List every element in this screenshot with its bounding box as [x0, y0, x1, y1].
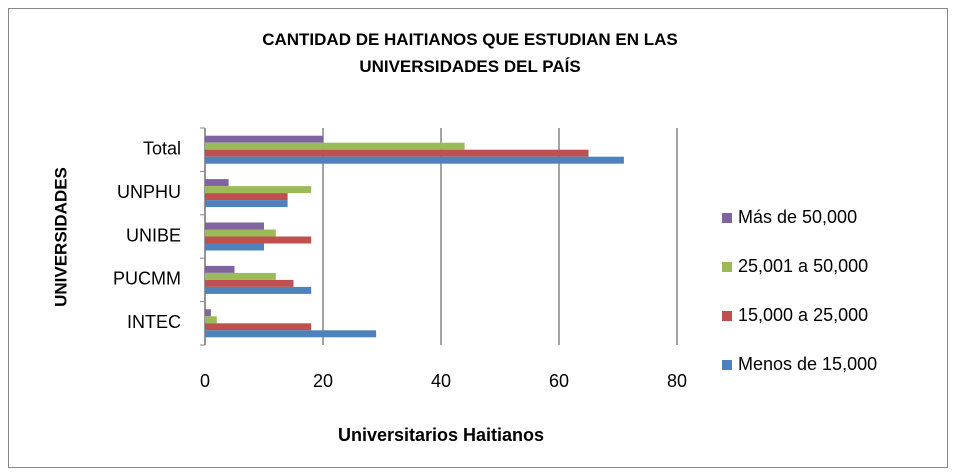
x-tick-label: 60: [549, 371, 569, 391]
bar: [205, 186, 312, 194]
chart-title: CANTIDAD DE HAITIANOS QUE ESTUDIAN EN LA…: [262, 30, 678, 76]
bar: [205, 330, 377, 338]
legend-swatch: [722, 213, 732, 223]
legend-swatch: [722, 262, 732, 272]
bar: [205, 156, 624, 164]
y-axis-label: UNIVERSIDADES: [51, 167, 70, 307]
bar: [205, 193, 288, 201]
x-tick-label: 0: [200, 371, 210, 391]
legend-label: Más de 50,000: [738, 207, 857, 227]
x-axis-label: Universitarios Haitianos: [338, 425, 544, 445]
bar: [205, 135, 323, 143]
y-tick-label: PUCMM: [113, 269, 181, 289]
bar: [205, 229, 276, 237]
legend-label: Menos de 15,000: [738, 354, 877, 374]
bar: [205, 179, 229, 187]
bar: [205, 316, 217, 324]
y-tick-label: UNPHU: [117, 182, 181, 202]
legend-label: 15,000 a 25,000: [738, 305, 868, 325]
bar: [205, 286, 312, 294]
x-tick-label: 40: [431, 371, 451, 391]
bar: [205, 149, 589, 157]
y-tick-label: UNIBE: [126, 225, 181, 245]
y-tick-label: INTEC: [127, 312, 181, 332]
bar: [205, 272, 276, 280]
bar: [205, 236, 312, 244]
chart-border: [8, 8, 948, 468]
y-tick-label: Total: [143, 138, 181, 158]
bar: [205, 279, 294, 287]
legend-label: 25,001 a 50,000: [738, 256, 868, 276]
bar: [205, 200, 288, 208]
x-tick-label: 80: [667, 371, 687, 391]
legend-swatch: [722, 360, 732, 370]
x-tick-label: 20: [313, 371, 333, 391]
bar: [205, 309, 211, 317]
bar: [205, 265, 235, 273]
legend-swatch: [722, 311, 732, 321]
bar: [205, 243, 264, 251]
bar: [205, 142, 465, 150]
bar: [205, 222, 264, 230]
bar: [205, 323, 312, 331]
